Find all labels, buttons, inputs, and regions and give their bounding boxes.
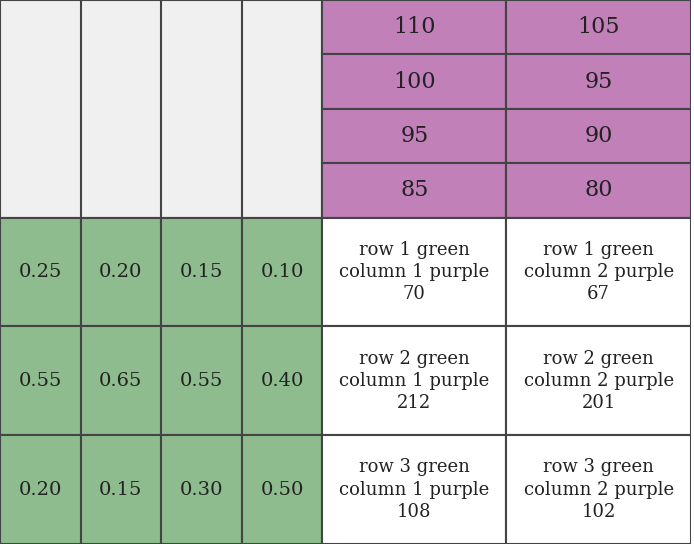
Bar <box>161 435 242 544</box>
Text: 95: 95 <box>584 71 613 92</box>
Text: row 2 green
column 1 purple
212: row 2 green column 1 purple 212 <box>339 350 489 412</box>
Bar <box>242 435 322 544</box>
Bar <box>322 326 507 435</box>
Bar <box>507 109 691 163</box>
Text: row 2 green
column 2 purple
201: row 2 green column 2 purple 201 <box>523 350 674 412</box>
Text: 80: 80 <box>584 180 613 201</box>
Text: 0.15: 0.15 <box>180 263 223 281</box>
Text: row 3 green
column 1 purple
108: row 3 green column 1 purple 108 <box>339 459 489 521</box>
Bar <box>322 0 507 54</box>
Bar <box>322 54 507 109</box>
Bar <box>0 435 81 544</box>
Text: 0.55: 0.55 <box>19 372 62 390</box>
Bar <box>81 326 161 435</box>
Text: 0.40: 0.40 <box>260 372 304 390</box>
Text: 0.10: 0.10 <box>260 263 304 281</box>
Bar <box>507 326 691 435</box>
Bar <box>507 218 691 326</box>
Bar <box>322 163 507 218</box>
Bar <box>81 435 161 544</box>
Text: 0.20: 0.20 <box>19 480 62 499</box>
Text: row 3 green
column 2 purple
102: row 3 green column 2 purple 102 <box>523 459 674 521</box>
Text: 95: 95 <box>400 125 428 147</box>
Text: row 1 green
column 2 purple
67: row 1 green column 2 purple 67 <box>523 241 674 303</box>
Bar <box>507 163 691 218</box>
Bar <box>507 435 691 544</box>
Bar <box>322 218 507 326</box>
Text: 110: 110 <box>393 16 436 38</box>
Text: 90: 90 <box>584 125 613 147</box>
Text: 85: 85 <box>400 180 429 201</box>
Bar <box>81 218 161 326</box>
Text: 0.30: 0.30 <box>180 480 223 499</box>
Bar <box>0 326 81 435</box>
Bar <box>161 326 242 435</box>
Bar <box>507 0 691 54</box>
Bar <box>507 54 691 109</box>
Bar <box>322 435 507 544</box>
Bar <box>0 218 81 326</box>
Text: 0.50: 0.50 <box>260 480 304 499</box>
Bar <box>242 218 322 326</box>
Text: 0.55: 0.55 <box>180 372 223 390</box>
Bar <box>0 0 322 218</box>
Text: 0.15: 0.15 <box>99 480 142 499</box>
Text: row 1 green
column 1 purple
70: row 1 green column 1 purple 70 <box>339 241 489 303</box>
Bar <box>242 326 322 435</box>
Text: 0.65: 0.65 <box>99 372 142 390</box>
Text: 0.20: 0.20 <box>99 263 142 281</box>
Text: 0.25: 0.25 <box>19 263 62 281</box>
Text: 105: 105 <box>577 16 620 38</box>
Text: 100: 100 <box>393 71 436 92</box>
Bar <box>322 109 507 163</box>
Bar <box>161 218 242 326</box>
